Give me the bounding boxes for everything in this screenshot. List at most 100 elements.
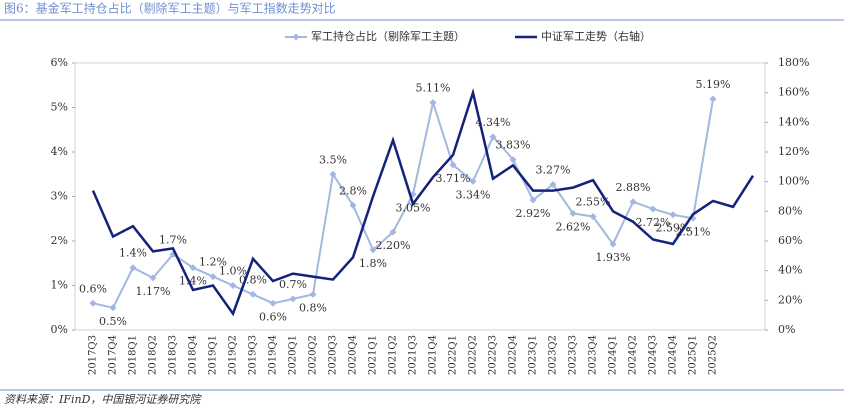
data-label: 1.8% [359, 257, 387, 270]
point-marker [709, 95, 717, 103]
data-label: 0.6% [259, 310, 287, 323]
x-tick-label: 2021Q3 [408, 335, 419, 375]
data-label: 3.71% [436, 172, 471, 185]
data-label: 2.8% [339, 184, 367, 197]
y-tick-label: 4% [51, 145, 68, 158]
x-tick-label: 2018Q2 [148, 335, 159, 375]
y2-tick-label: 140% [778, 115, 809, 128]
y2-tick-label: 160% [778, 86, 809, 99]
data-label: 1.4% [119, 247, 147, 260]
x-tick-label: 2019Q4 [268, 335, 279, 375]
data-label: 1.2% [199, 256, 227, 269]
x-tick-label: 2021Q4 [428, 335, 439, 375]
x-tick-label: 2020Q1 [288, 335, 299, 375]
x-tick-label: 2022Q1 [448, 335, 459, 375]
point-marker [89, 299, 97, 307]
point-marker [529, 196, 537, 204]
data-label: 0.6% [79, 282, 107, 295]
y2-tick-label: 60% [778, 234, 802, 247]
point-marker [249, 290, 257, 298]
x-tick-label: 2021Q2 [388, 335, 399, 375]
x-tick-label: 2022Q3 [488, 335, 499, 375]
data-label: 2.62% [556, 220, 591, 233]
data-label: 1.93% [596, 251, 631, 264]
data-label: 5.19% [696, 78, 731, 91]
x-tick-label: 2019Q1 [208, 335, 219, 375]
point-marker [669, 211, 677, 219]
data-label: 0.5% [99, 315, 127, 328]
legend-label: 中证军工走势（右轴） [541, 29, 651, 43]
x-tick-label: 2017Q4 [108, 335, 119, 375]
y2-tick-label: 40% [778, 264, 802, 277]
x-tick-label: 2023Q3 [568, 335, 579, 375]
y-tick-label: 1% [51, 279, 68, 292]
x-tick-label: 2018Q3 [168, 335, 179, 375]
y2-tick-label: 80% [778, 204, 802, 217]
x-tick-label: 2022Q2 [468, 335, 479, 375]
y2-tick-label: 0% [778, 323, 795, 336]
point-marker [349, 201, 357, 209]
series-line [92, 98, 714, 309]
y-tick-label: 2% [51, 234, 68, 247]
legend-marker [292, 33, 300, 41]
point-marker [289, 295, 297, 303]
x-tick-label: 2020Q4 [348, 335, 359, 375]
source-note: 资料来源：IFinD，中国银河证券研究院 [4, 393, 202, 406]
point-marker [489, 133, 497, 141]
point-marker [629, 198, 637, 206]
point-marker [429, 99, 437, 107]
data-label: 2.55% [576, 196, 611, 209]
y-tick-label: 0% [51, 323, 68, 336]
point-marker [469, 177, 477, 185]
x-tick-label: 2019Q3 [248, 335, 259, 375]
y2-tick-label: 20% [778, 293, 802, 306]
x-tick-label: 2023Q4 [588, 335, 599, 375]
point-marker [109, 304, 117, 312]
point-marker [149, 274, 157, 282]
x-tick-label: 2018Q4 [188, 335, 199, 375]
data-label: 4.34% [476, 116, 511, 129]
data-label: 0.8% [299, 301, 327, 314]
x-tick-label: 2018Q1 [128, 335, 139, 375]
series-line [91, 87, 755, 317]
x-tick-label: 2017Q3 [88, 335, 99, 375]
x-tick-label: 2024Q2 [628, 335, 639, 375]
data-label: 2.20% [376, 239, 411, 252]
point-marker [309, 290, 317, 298]
point-marker [269, 299, 277, 307]
x-tick-label: 2023Q2 [548, 335, 559, 375]
y2-tick-label: 100% [778, 175, 809, 188]
x-tick-label: 2024Q4 [668, 335, 679, 375]
x-tick-label: 2019Q2 [228, 335, 239, 375]
data-label: 3.83% [496, 139, 531, 152]
data-label: 2.72% [636, 216, 671, 229]
point-marker [649, 205, 657, 213]
point-marker [369, 246, 377, 254]
point-marker [509, 156, 517, 164]
data-label: 1.17% [136, 285, 171, 298]
x-tick-label: 2025Q1 [688, 335, 699, 375]
data-label: 1.7% [159, 233, 187, 246]
point-marker [549, 180, 557, 188]
y2-tick-label: 120% [778, 145, 809, 158]
data-label: 3.34% [456, 188, 491, 201]
data-label: 2.88% [616, 181, 651, 194]
y-tick-label: 3% [51, 190, 68, 203]
legend-label: 军工持仓占比（剔除军工主题） [311, 29, 465, 43]
data-label: 1.4% [179, 275, 207, 288]
data-label: 3.27% [536, 163, 571, 176]
point-marker [129, 264, 137, 272]
y-tick-label: 5% [51, 101, 68, 114]
data-label: 2.92% [516, 207, 551, 220]
x-tick-label: 2020Q3 [328, 335, 339, 375]
x-tick-label: 2021Q1 [368, 335, 379, 375]
x-tick-label: 2022Q4 [508, 335, 519, 375]
point-marker [389, 228, 397, 236]
point-marker [569, 209, 577, 217]
point-marker [329, 170, 337, 178]
y2-tick-label: 180% [778, 56, 809, 69]
x-tick-label: 2020Q2 [308, 335, 319, 375]
x-tick-label: 2024Q3 [648, 335, 659, 375]
data-label: 0.7% [279, 278, 307, 291]
